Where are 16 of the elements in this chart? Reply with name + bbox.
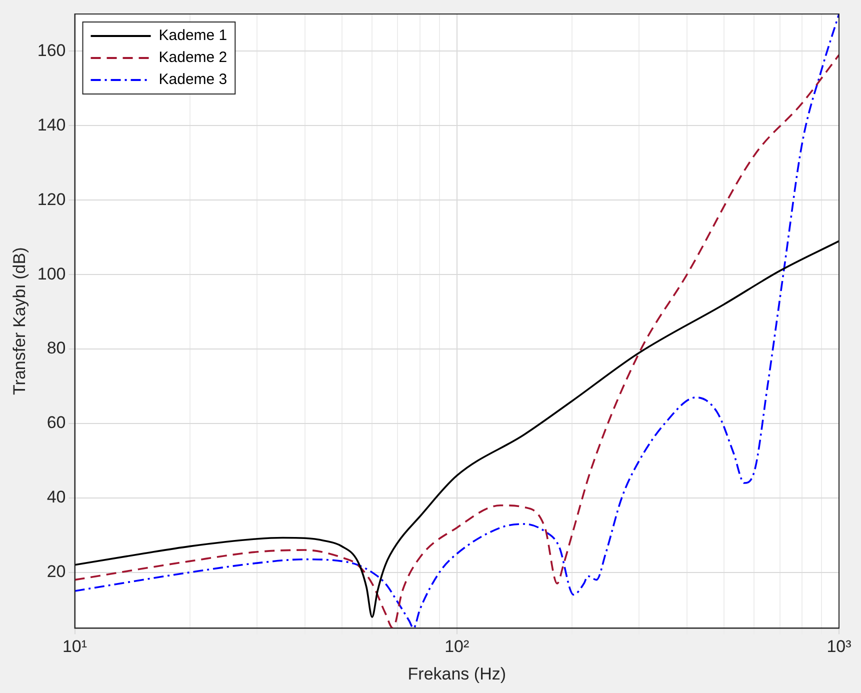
x-tick-label: 10³ — [826, 637, 852, 656]
y-tick-label: 160 — [37, 40, 66, 60]
x-axis-title: Frekans (Hz) — [408, 664, 506, 684]
y-tick-label: 140 — [37, 115, 66, 134]
legend-label: Kademe 3 — [158, 71, 228, 88]
y-tick-label: 60 — [46, 413, 66, 432]
legend-label: Kademe 1 — [158, 27, 228, 44]
x-tick-label: 10¹ — [62, 637, 88, 656]
x-tick-label: 10² — [444, 637, 470, 656]
y-tick-label: 20 — [46, 562, 66, 582]
y-axis-title: Transfer Kaybı (dB) — [10, 247, 29, 395]
y-tick-label: 80 — [46, 338, 66, 358]
legend-label: Kademe 2 — [158, 49, 228, 66]
y-tick-label: 120 — [37, 190, 66, 209]
y-tick-label: 40 — [46, 488, 66, 507]
y-tick-label: 100 — [37, 264, 66, 284]
